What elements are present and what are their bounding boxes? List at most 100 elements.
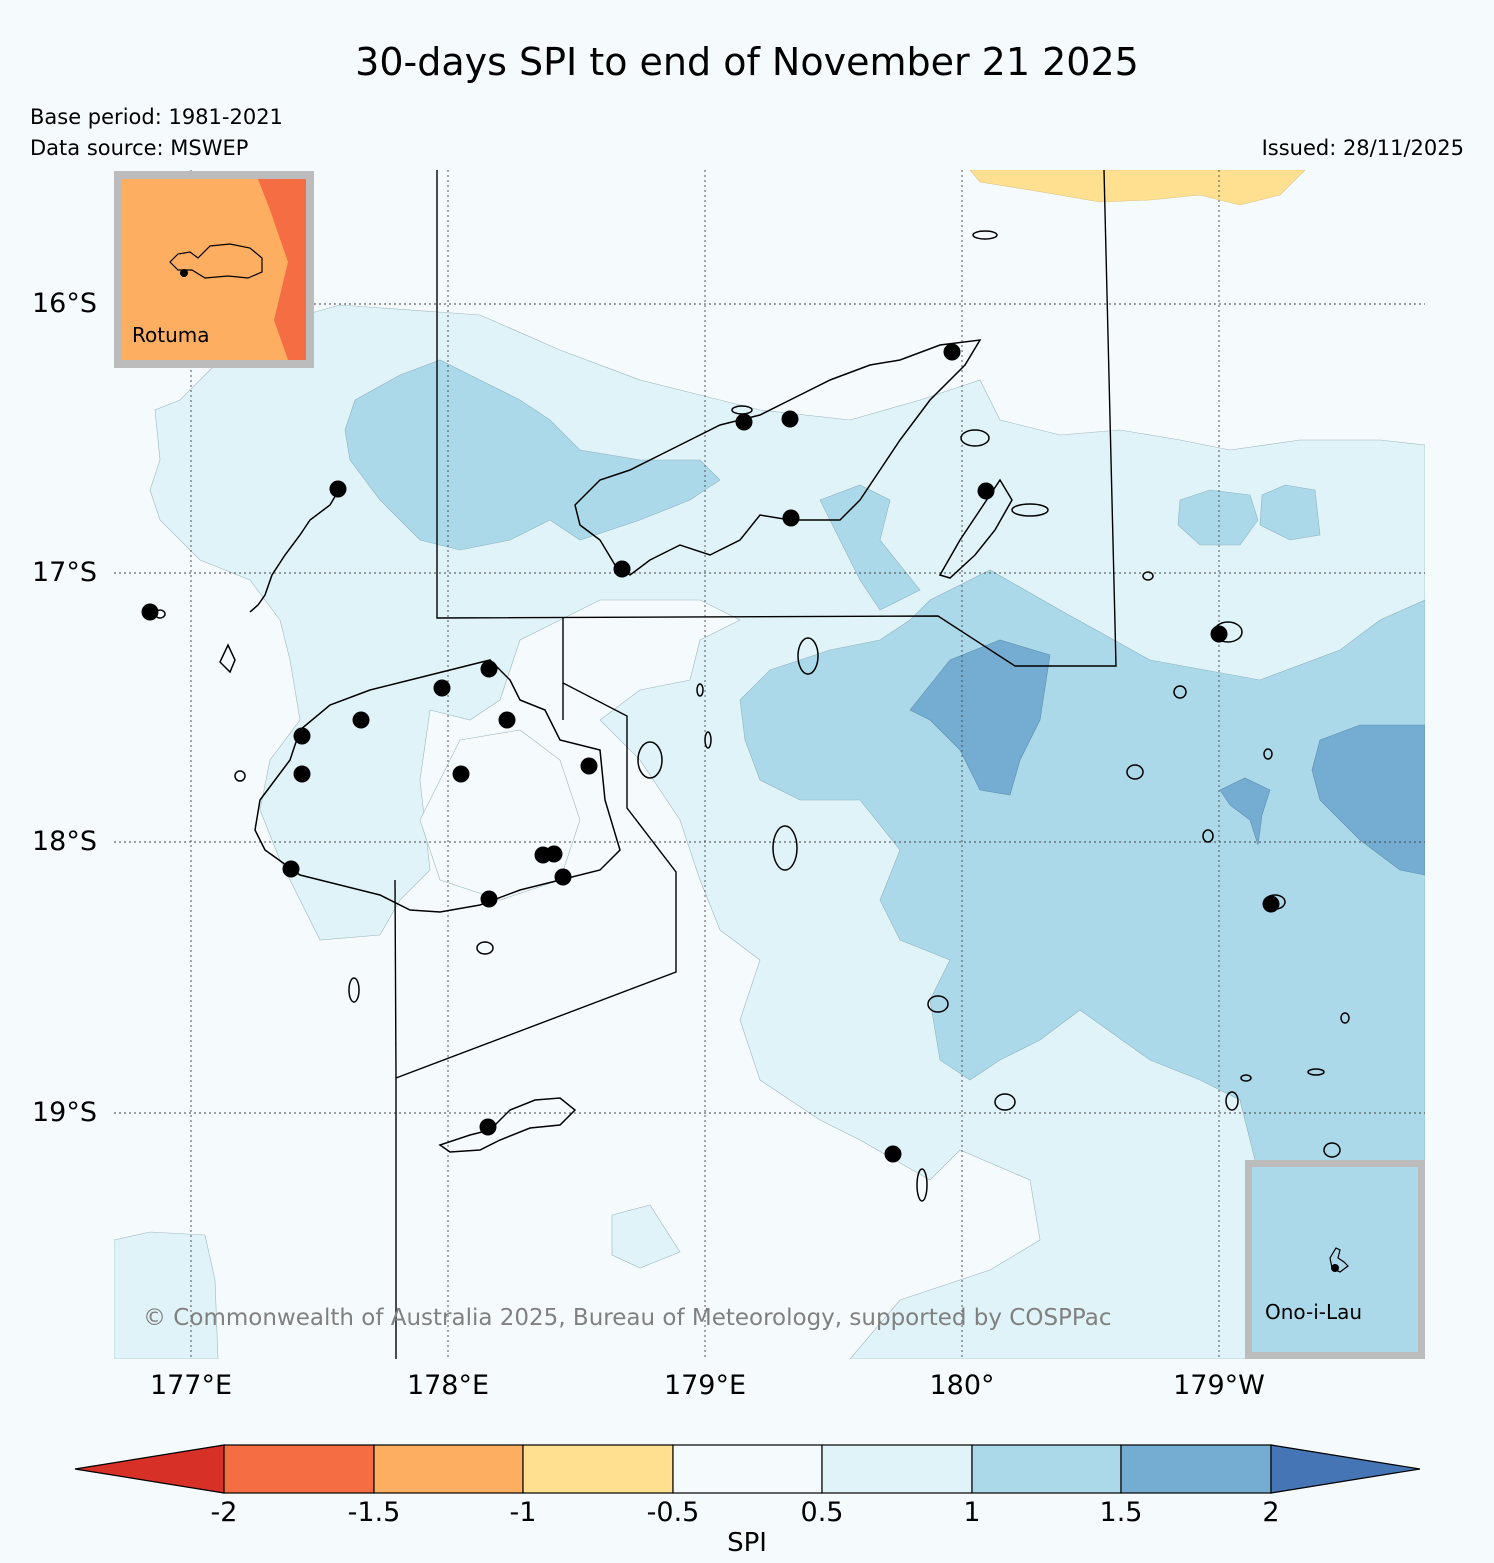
colorbar-segment xyxy=(522,1444,674,1494)
station-marker xyxy=(282,860,300,878)
spi-region-1-1.5 xyxy=(1177,489,1259,546)
island xyxy=(219,643,236,674)
lat-label: 18°S xyxy=(32,826,97,857)
ono-i-lau-label: Ono-i-Lau xyxy=(1265,1300,1363,1324)
lat-label: 19°S xyxy=(32,1097,97,1128)
lat-label: 16°S xyxy=(32,288,97,319)
colorbar-tick-label: -2 xyxy=(210,1497,238,1528)
colorbar-segment xyxy=(821,1444,973,1494)
spi-region-1.5-2 xyxy=(1219,777,1271,846)
island xyxy=(1126,764,1144,780)
station-marker xyxy=(452,765,470,783)
lon-label: 179°E xyxy=(663,1370,747,1401)
station-marker xyxy=(480,890,498,908)
station-marker xyxy=(781,410,799,428)
ono-i-lau-island xyxy=(1329,1247,1349,1273)
rotuma-inset xyxy=(114,171,314,368)
spi-region-1-1.5 xyxy=(739,569,1425,1359)
colorbar-extend-high xyxy=(1270,1444,1421,1494)
island xyxy=(772,825,798,871)
colorbar-tick-label: 1 xyxy=(963,1497,981,1528)
colorbar-segment xyxy=(971,1444,1122,1494)
lon-label: 177°E xyxy=(149,1370,233,1401)
station-marker xyxy=(613,560,631,578)
lat-label: 17°S xyxy=(32,557,97,588)
spi-region-0.5-1 xyxy=(149,304,1425,1359)
colorbar-tick-label: -1 xyxy=(509,1497,537,1528)
spi-region-neg2-neg1.5 xyxy=(258,179,306,360)
island xyxy=(1011,503,1049,517)
rotuma-label: Rotuma xyxy=(132,323,210,347)
spi-region-neg1-neg0.5 xyxy=(969,170,1306,206)
island xyxy=(476,941,494,955)
map-title: 30-days SPI to end of November 21 2025 xyxy=(355,40,1139,84)
spi-region-1-1.5 xyxy=(819,484,921,611)
colorbar-tick-label: -1.5 xyxy=(347,1497,401,1528)
colorbar-segment xyxy=(373,1444,524,1494)
station-marker xyxy=(884,1145,902,1163)
station-marker xyxy=(293,765,311,783)
colorbar xyxy=(74,1444,1421,1494)
station-marker xyxy=(782,509,800,527)
station-marker xyxy=(943,343,961,361)
station-marker xyxy=(1210,625,1228,643)
island xyxy=(960,429,990,447)
lon-label: 178°E xyxy=(406,1370,490,1401)
station-marker xyxy=(352,711,370,729)
station-marker xyxy=(479,1118,497,1136)
taveuni-island xyxy=(938,478,1013,579)
station-marker xyxy=(433,679,451,697)
colorbar-tick-label: -0.5 xyxy=(646,1497,700,1528)
copyright-text: © Commonwealth of Australia 2025, Bureau… xyxy=(143,1305,1112,1331)
station-marker xyxy=(180,269,188,277)
island xyxy=(797,637,819,675)
island xyxy=(994,1093,1016,1111)
lon-label: 179°W xyxy=(1173,1370,1265,1401)
station-marker xyxy=(554,868,572,886)
island xyxy=(637,741,663,779)
colorbar-tick-label: 1.5 xyxy=(1099,1497,1143,1528)
colorbar-segment xyxy=(672,1444,823,1494)
island xyxy=(1307,1068,1325,1076)
rotuma-island xyxy=(169,243,263,279)
island xyxy=(927,995,949,1013)
station-marker xyxy=(293,727,311,745)
station-markers xyxy=(141,343,1280,1163)
station-marker xyxy=(977,482,995,500)
island xyxy=(916,1168,928,1202)
colorbar-label: SPI xyxy=(727,1528,767,1558)
island xyxy=(1240,1074,1252,1082)
island xyxy=(1263,748,1273,760)
colorbar-extend-low xyxy=(74,1444,225,1494)
island xyxy=(1340,1012,1350,1024)
station-marker xyxy=(141,603,159,621)
ono-inset xyxy=(1245,1160,1425,1359)
station-marker xyxy=(580,757,598,775)
spi-region-1-1.5 xyxy=(1259,484,1321,541)
data-source-text: Data source: MSWEP xyxy=(30,136,249,160)
station-marker xyxy=(1262,895,1280,913)
colorbar-tick-label: 0.5 xyxy=(800,1497,844,1528)
graticule xyxy=(114,170,1425,1359)
base-period-text: Base period: 1981-2021 xyxy=(30,105,283,129)
viti-levu-island xyxy=(254,659,621,913)
station-marker xyxy=(735,413,753,431)
station-marker xyxy=(498,711,516,729)
colorbar-tick-label: 2 xyxy=(1262,1497,1280,1528)
issued-date-text: Issued: 28/11/2025 xyxy=(1261,136,1464,160)
island xyxy=(1202,829,1214,843)
yasawa-islands xyxy=(249,487,341,613)
island xyxy=(348,977,360,1003)
division-boundaries xyxy=(394,170,1117,1359)
spi-region-1-1.5 xyxy=(344,359,721,551)
island xyxy=(1173,685,1187,699)
station-marker xyxy=(329,480,347,498)
station-marker xyxy=(480,660,498,678)
spi-region-1.5-2 xyxy=(1311,724,1425,876)
station-marker xyxy=(545,845,563,863)
colorbar-segment xyxy=(223,1444,375,1494)
island xyxy=(1142,571,1154,581)
island xyxy=(972,230,998,240)
island xyxy=(704,731,712,749)
